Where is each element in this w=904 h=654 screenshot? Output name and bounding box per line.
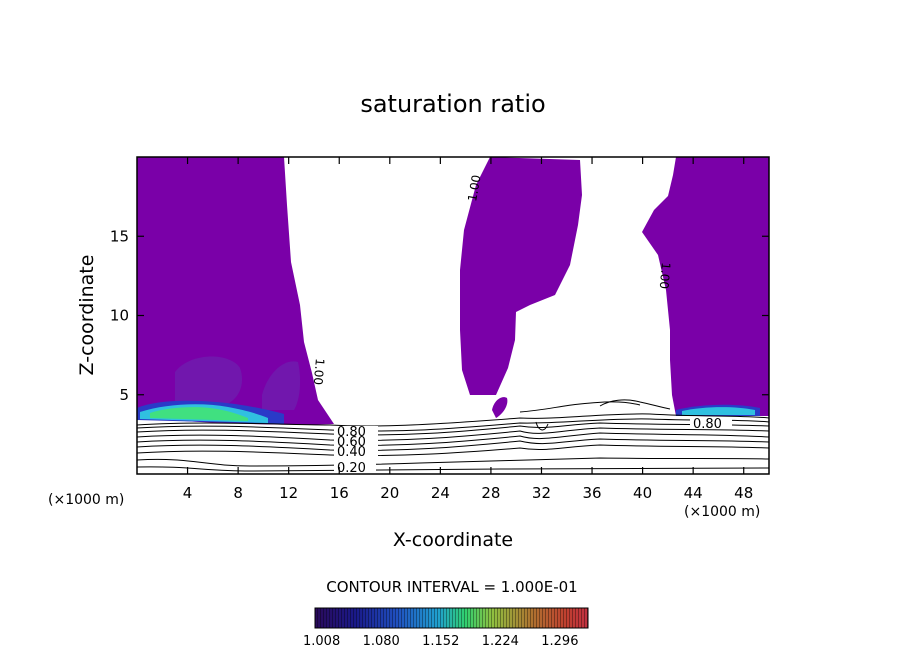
x-axis-ticks: 4 8 12 16 20 24 28 32 36 40 44 48 xyxy=(183,157,753,502)
strong-band-right-cyan xyxy=(682,407,755,415)
x-tick-label: 24 xyxy=(431,484,450,502)
x-tick-label: 36 xyxy=(582,484,601,502)
y-tick-label: 10 xyxy=(110,307,129,325)
x-tick-label: 32 xyxy=(532,484,551,502)
colorbar-tick-label: 1.296 xyxy=(541,634,578,649)
contour-label-0-80-right: 0.80 xyxy=(693,417,722,432)
y-tick-label: 5 xyxy=(119,386,129,404)
contour-label-1-00-left: 1.00 xyxy=(311,358,327,386)
supersaturated-region-middle xyxy=(460,157,582,395)
colorbar-dividers xyxy=(315,608,588,628)
x-unit-label-right: (×1000 m) xyxy=(684,504,760,520)
y-axis-label: Z-coordinate xyxy=(76,255,98,376)
x-tick-label: 8 xyxy=(233,484,243,502)
supersaturated-region-left xyxy=(137,157,334,425)
contour-label-0-40: 0.40 xyxy=(337,445,366,460)
x-tick-label: 48 xyxy=(734,484,753,502)
x-tick-label: 40 xyxy=(633,484,652,502)
supersaturated-blob-middle xyxy=(492,397,508,418)
region-shade-left-a xyxy=(175,356,243,405)
contour-label-0-80-left: 0.80 xyxy=(337,425,366,440)
contour-label-0-20: 0.20 xyxy=(337,461,366,476)
contour-interval-text: CONTOUR INTERVAL = 1.000E-01 xyxy=(326,578,577,596)
x-tick-label: 20 xyxy=(380,484,399,502)
colorbar-frame xyxy=(314,607,589,629)
x-tick-label: 44 xyxy=(684,484,703,502)
contour-label-1-00-right: 1.00 xyxy=(657,262,673,290)
colorbar: 1.008 1.080 1.152 1.224 1.296 xyxy=(303,607,589,649)
contour-lines xyxy=(137,399,769,472)
supersaturated-region-right xyxy=(642,157,769,416)
contour-label-1-00-middle: 1.00 xyxy=(465,174,483,203)
colorbar-tick-label: 1.080 xyxy=(363,634,400,649)
y-axis-ticks: 5 10 15 xyxy=(110,227,769,404)
region-shade-left-b xyxy=(262,361,301,410)
x-tick-label: 12 xyxy=(279,484,298,502)
x-tick-label: 4 xyxy=(183,484,193,502)
contour-label-0-60: 0.60 xyxy=(337,435,366,450)
plot-area: 0.80 0.60 0.40 0.20 0.80 1.00 1.00 1.00 xyxy=(137,157,769,476)
colorbar-tick-label: 1.008 xyxy=(303,634,340,649)
x-tick-label: 28 xyxy=(481,484,500,502)
chart-title: saturation ratio xyxy=(360,90,545,118)
strong-band-left-green xyxy=(150,407,248,421)
colorbar-tick-label: 1.152 xyxy=(422,634,459,649)
x-axis-label: X-coordinate xyxy=(393,529,513,551)
x-tick-label: 16 xyxy=(330,484,349,502)
x-unit-label-left: (×1000 m) xyxy=(48,492,124,508)
contour-labels: 0.80 0.60 0.40 0.20 0.80 1.00 1.00 1.00 xyxy=(311,174,732,476)
colorbar-tick-label: 1.224 xyxy=(482,634,519,649)
y-tick-label: 15 xyxy=(110,227,129,245)
colorbar-tick-labels: 1.008 1.080 1.152 1.224 1.296 xyxy=(303,634,578,649)
